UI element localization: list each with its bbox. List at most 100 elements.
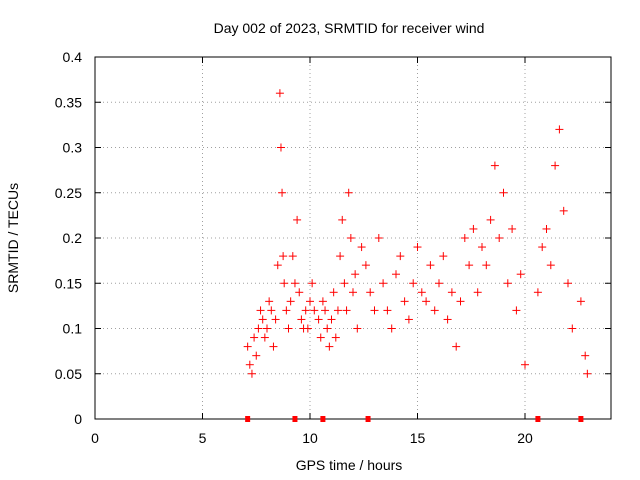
data-point	[314, 315, 323, 324]
axis-marker	[245, 416, 251, 422]
data-point	[306, 297, 314, 306]
x-tick-label: 0	[91, 430, 99, 446]
data-point	[383, 306, 392, 315]
data-point	[250, 333, 259, 342]
y-tick-label: 0.15	[55, 275, 82, 291]
data-point	[452, 342, 461, 351]
data-point	[546, 261, 555, 270]
data-point	[344, 188, 353, 197]
data-point	[276, 143, 285, 152]
data-point	[333, 306, 342, 315]
y-tick-label: 0.25	[55, 185, 82, 201]
chart-title: Day 002 of 2023, SRMTID for receiver win…	[214, 20, 485, 36]
data-point	[310, 306, 319, 315]
data-point	[243, 342, 252, 351]
data-point	[303, 324, 312, 333]
data-point	[351, 270, 360, 279]
data-point	[325, 342, 334, 351]
data-point	[267, 306, 276, 315]
data-point	[275, 89, 284, 98]
data-point	[327, 315, 336, 324]
data-point	[321, 306, 330, 315]
data-point	[495, 234, 504, 242]
data-points	[243, 89, 592, 378]
data-point	[568, 324, 577, 333]
data-point	[396, 252, 405, 261]
data-point	[280, 279, 289, 288]
data-point	[265, 297, 274, 306]
data-point	[353, 324, 362, 333]
data-point	[538, 243, 547, 252]
y-tick-label: 0.1	[63, 321, 83, 337]
data-point	[293, 215, 302, 224]
data-point	[340, 279, 349, 288]
data-point	[430, 306, 439, 315]
data-point	[583, 369, 592, 378]
y-tick-label: 0.4	[63, 49, 83, 65]
y-tick-label: 0	[74, 411, 82, 427]
data-point	[413, 243, 422, 252]
data-point	[379, 279, 388, 288]
x-tick-label: 15	[410, 430, 426, 446]
data-point	[443, 315, 452, 324]
data-point	[271, 315, 280, 324]
data-point	[490, 161, 499, 170]
data-point	[290, 279, 299, 288]
data-point	[263, 324, 271, 333]
data-point	[273, 261, 282, 270]
data-point	[269, 342, 278, 351]
axis-marker	[365, 416, 371, 422]
data-point	[278, 188, 287, 197]
data-point	[503, 279, 512, 288]
data-point	[260, 333, 269, 342]
data-point	[581, 351, 590, 360]
data-point	[336, 252, 345, 261]
data-point	[252, 351, 261, 360]
data-point	[361, 261, 370, 270]
axis-marker	[578, 416, 584, 422]
axis-markers	[245, 416, 584, 422]
data-point	[473, 288, 482, 297]
data-point	[256, 306, 265, 315]
axis-marker	[292, 416, 298, 422]
data-point	[508, 224, 517, 233]
data-point	[521, 360, 529, 369]
data-point	[284, 324, 293, 333]
ticks: 0 5 10 15 20 0 0.05 0.1 0.15 0.2 0.25 0.3 0.35 0.4	[55, 49, 611, 446]
data-point	[533, 288, 542, 297]
data-point	[555, 125, 564, 134]
data-point	[308, 279, 317, 288]
data-point	[542, 224, 551, 233]
y-axis-label: SRMTID / TECUs	[5, 183, 21, 293]
data-point	[456, 297, 465, 306]
data-point	[338, 215, 347, 224]
data-point	[316, 333, 325, 342]
data-point	[258, 315, 267, 324]
data-point	[551, 161, 560, 170]
data-point	[447, 288, 456, 297]
data-point	[346, 234, 355, 242]
y-tick-label: 0.2	[63, 230, 83, 246]
data-point	[392, 270, 400, 279]
data-point	[370, 306, 379, 315]
data-point	[366, 288, 375, 297]
data-point	[301, 306, 310, 315]
data-point	[576, 297, 585, 306]
data-point	[564, 279, 572, 288]
data-point	[559, 206, 568, 215]
data-point	[469, 224, 478, 233]
data-point	[357, 243, 366, 252]
y-tick-label: 0.35	[55, 94, 82, 110]
data-point	[331, 333, 340, 342]
data-point	[460, 234, 469, 242]
data-point	[297, 315, 306, 324]
data-point	[282, 306, 291, 315]
data-point	[288, 252, 297, 261]
axis-marker	[320, 416, 326, 422]
data-point	[404, 315, 413, 324]
axis-marker	[535, 416, 541, 422]
data-point	[482, 261, 491, 270]
data-point	[499, 188, 508, 197]
data-point	[245, 360, 254, 369]
